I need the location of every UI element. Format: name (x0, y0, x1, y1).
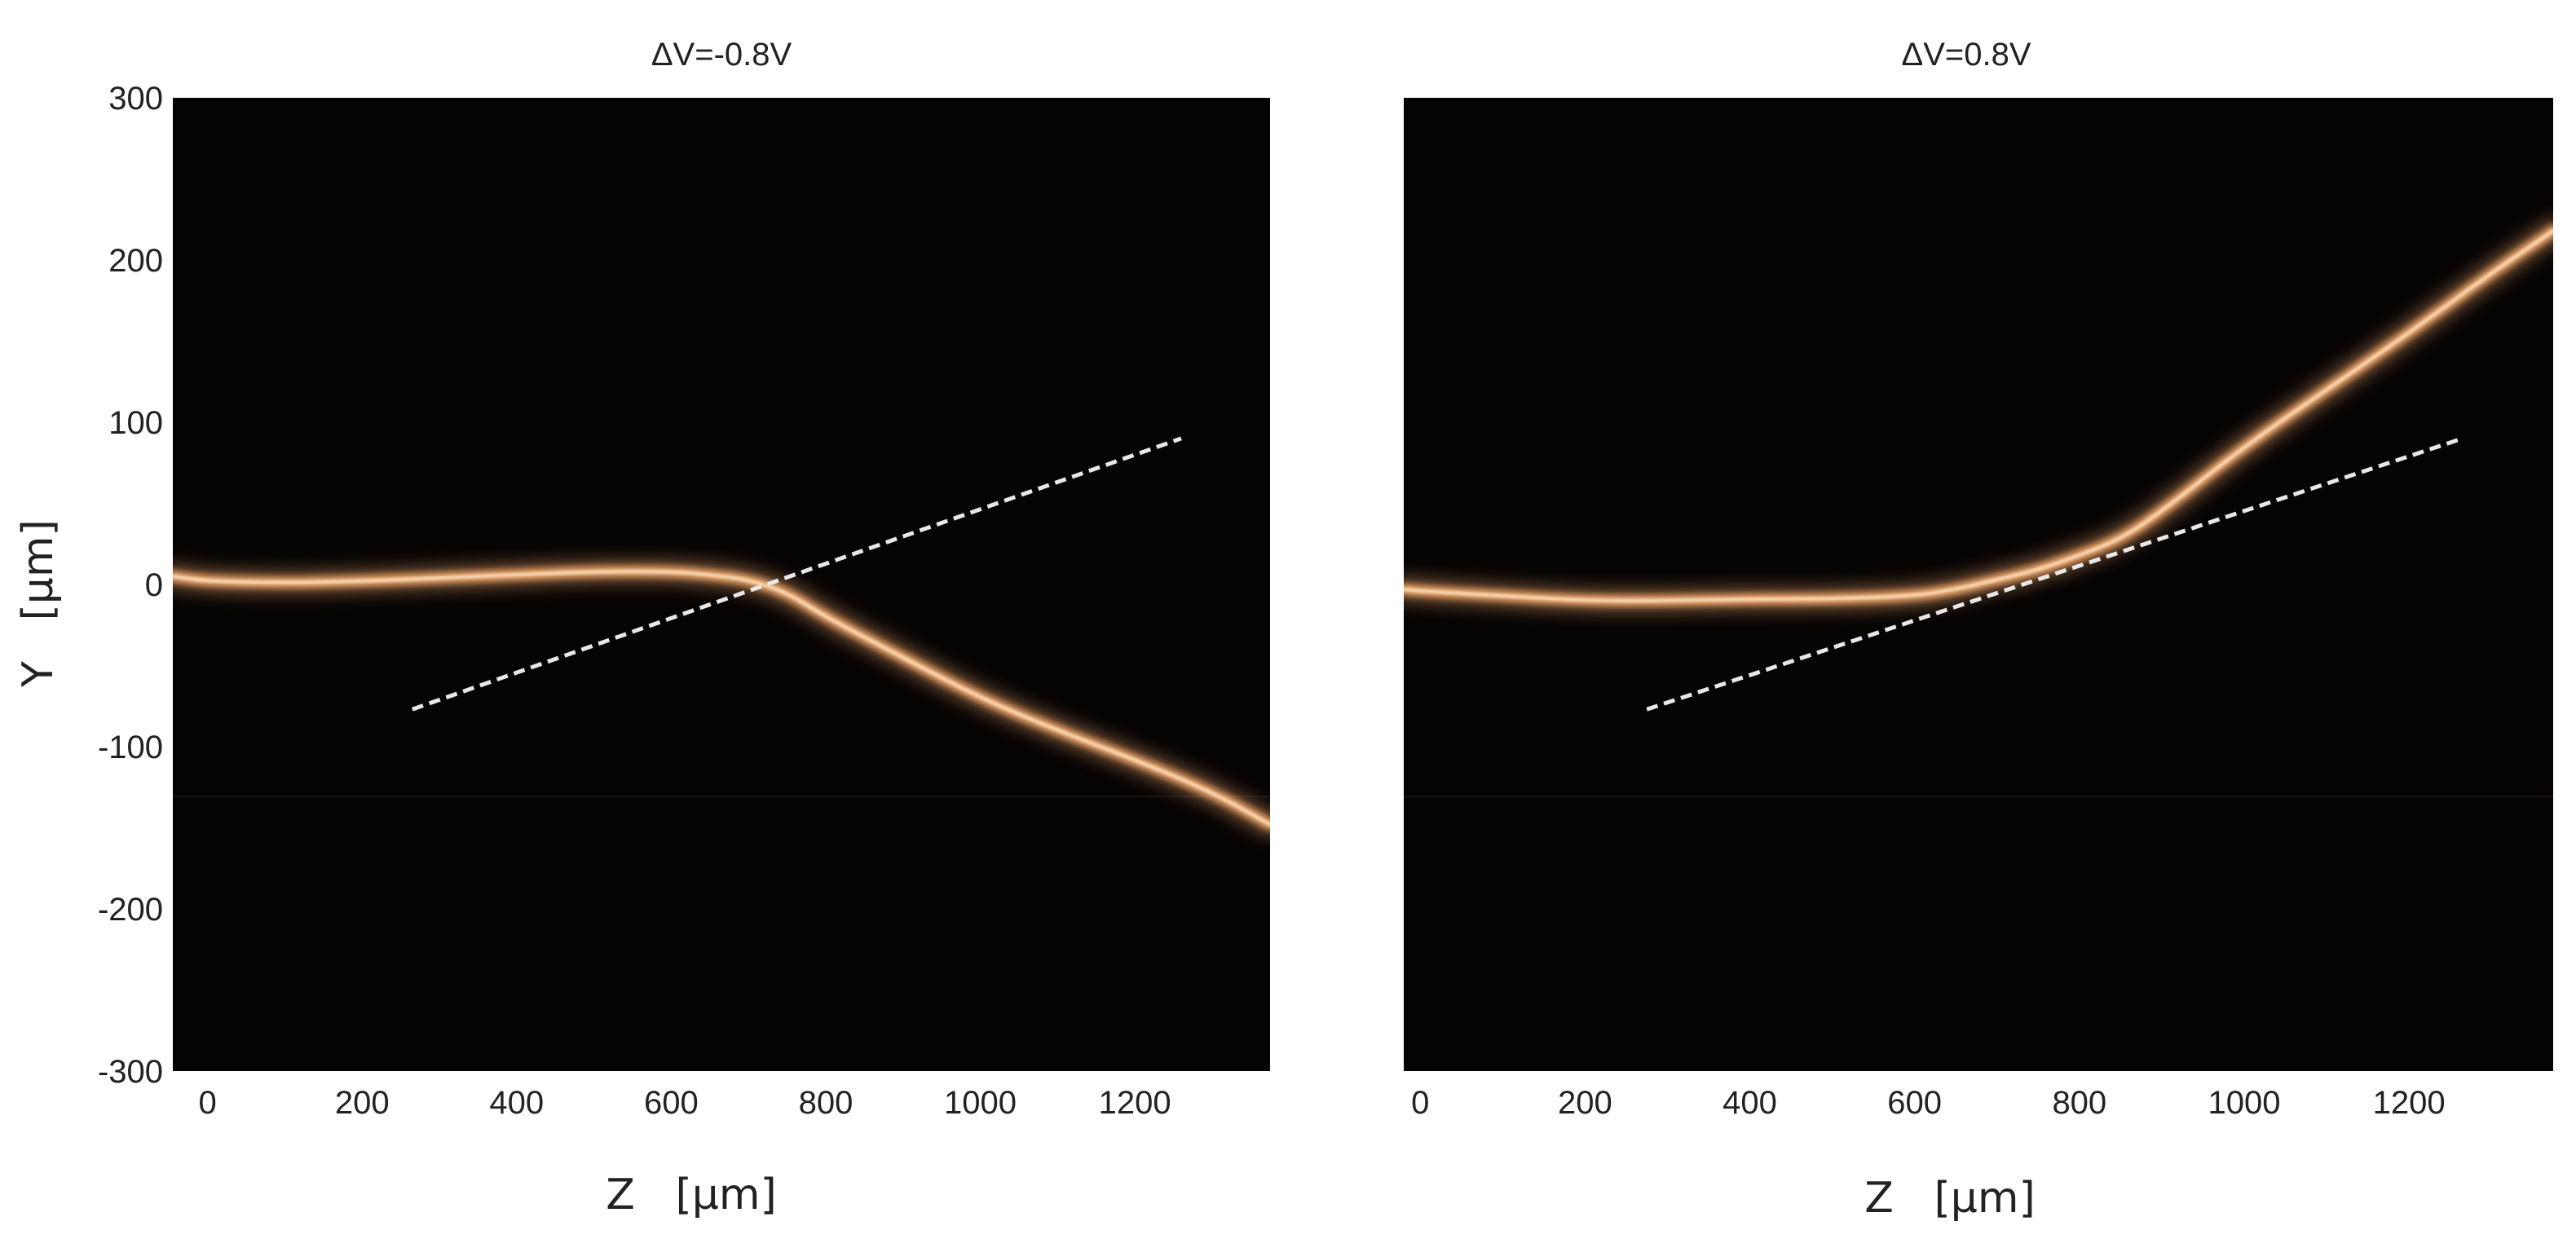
p0-beam-core (173, 570, 1270, 827)
panel-left-x-axis-label: Z [μm] (606, 1171, 777, 1219)
panel-left-title: ΔV=-0.8V (651, 37, 792, 73)
p1-x-tick-label: 1000 (2208, 1085, 2280, 1121)
p0-reference-line (412, 436, 1182, 712)
p1-x-tick-label: 800 (2052, 1085, 2106, 1121)
panel-right: ΔV=0.8V 0 200 400 600 800 1000 1200 Z [μm] (1404, 37, 2553, 1223)
p0-y-tick-label: 300 (108, 81, 163, 117)
p0-beam-group (173, 558, 1270, 839)
y-axis-label: Y [μm] (14, 519, 63, 688)
p0-x-tick-label: 200 (335, 1085, 390, 1121)
p1-x-tick-label: 600 (1887, 1085, 1942, 1121)
p0-x-tick-label: 800 (799, 1085, 854, 1121)
p0-x-tick-label: 1000 (944, 1085, 1017, 1121)
p0-x-tick-label: 600 (644, 1085, 699, 1121)
p1-beam-core (1404, 229, 2553, 602)
p1-beam-group (1404, 217, 2553, 615)
p0-x-tick-label: 1200 (1099, 1085, 1171, 1121)
panel-right-title: ΔV=0.8V (1901, 37, 2031, 73)
panel-left: ΔV=-0.8V 0 200 400 600 800 1000 1200 300200100… (14, 37, 1270, 1219)
p1-x-tick-label: 400 (1722, 1085, 1777, 1121)
p0-y-tick-label: 100 (108, 405, 163, 441)
p0-x-tick-label: 0 (199, 1085, 217, 1121)
p1-x-tick-label: 200 (1558, 1085, 1612, 1121)
panel-right-x-axis-label: Z [μm] (1864, 1174, 2036, 1223)
p0-y-tick-label: -200 (98, 892, 163, 928)
p0-x-tick-label: 400 (489, 1085, 544, 1121)
p1-x-tick-label: 1200 (2373, 1085, 2446, 1121)
p0-y-tick-label: -300 (98, 1054, 163, 1090)
p0-y-tick-label: -100 (98, 730, 163, 765)
p0-y-tick-label: 200 (108, 243, 163, 279)
p0-y-tick-label: 0 (145, 567, 163, 603)
p1-x-tick-label: 0 (1411, 1085, 1429, 1121)
